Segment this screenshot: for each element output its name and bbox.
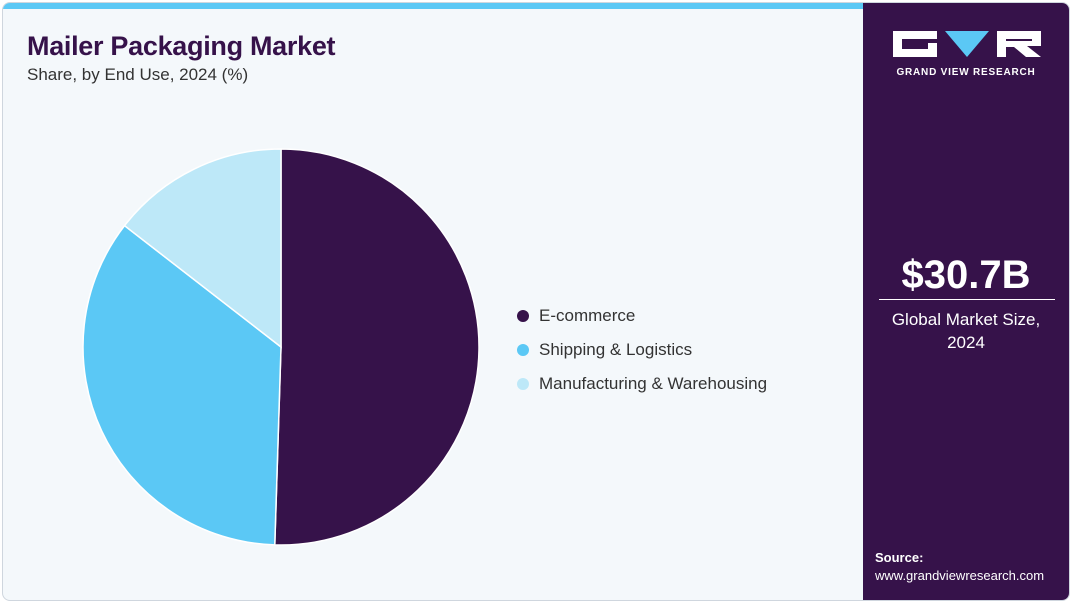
chart-subtitle: Share, by End Use, 2024 (%) (27, 65, 249, 84)
chart-legend: E-commerce Shipping & Logistics Manufactur… (517, 299, 767, 401)
legend-item-e-commerce: E-commerce (517, 299, 767, 333)
legend-item-manufacturing-warehousing: Manufacturing & Warehousing (517, 367, 767, 401)
logo-text: GRAND VIEW RESEARCH (896, 67, 1036, 78)
pie-slice-e-commerce (274, 148, 480, 546)
legend-label: Shipping & Logistics (539, 340, 693, 359)
source-url[interactable]: www.grandviewresearch.com (875, 568, 1045, 583)
source-label: Source: (875, 550, 924, 565)
pie-chart (82, 148, 480, 546)
legend-swatch (517, 344, 529, 356)
legend-label: Manufacturing & Warehousing (539, 374, 768, 393)
market-size-label-line2: 2024 (947, 333, 985, 352)
brand-panel: GRAND VIEW RESEARCH $30.7B Global Market… (863, 3, 1069, 600)
chart-panel: Mailer Packaging Market Share, by End Us… (3, 3, 863, 600)
chart-title: Mailer Packaging Market (27, 31, 336, 61)
pie-slice-shipping-logistics (82, 224, 282, 546)
market-size-label: Global Market Size, 2024 (863, 308, 1069, 354)
legend-swatch (517, 378, 529, 390)
legend-label: E-commerce (539, 306, 636, 325)
top-accent-bar (3, 3, 863, 9)
divider (879, 299, 1055, 300)
legend-swatch (517, 310, 529, 322)
market-size-label-line1: Global Market Size, (891, 310, 1041, 329)
pie-slice-manufacturing-warehousing (123, 148, 282, 349)
legend-item-shipping-logistics: Shipping & Logistics (517, 333, 767, 367)
market-size-value: $30.7B (901, 253, 1031, 297)
gvr-logo (893, 31, 1041, 57)
